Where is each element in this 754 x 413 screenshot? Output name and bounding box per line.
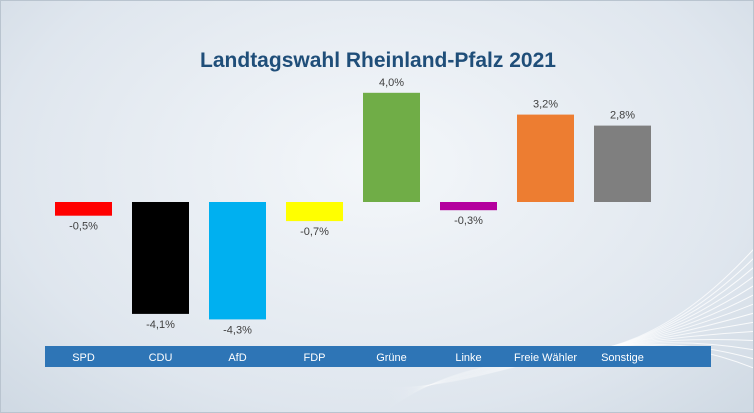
chart-title: Landtagswahl Rheinland-Pfalz 2021 [200, 49, 556, 72]
data-label: -4,3% [223, 324, 252, 336]
category-label: SPD [72, 352, 95, 364]
decorative-waves [380, 248, 753, 412]
data-label: 2,8% [610, 110, 635, 122]
data-label: 4,0% [379, 77, 404, 89]
category-label: Freie Wähler [514, 352, 577, 364]
bar-spd [55, 202, 112, 216]
data-label: -0,7% [300, 226, 329, 238]
category-label: Linke [455, 352, 481, 364]
category-label: AfD [228, 352, 246, 364]
bar-fdp [286, 202, 343, 222]
bar-grüne [363, 92, 420, 202]
category-label: FDP [304, 352, 326, 364]
category-label: Grüne [376, 352, 407, 364]
data-label: -0,3% [454, 215, 483, 227]
category-label: Sonstige [601, 352, 644, 364]
data-label: -4,1% [146, 319, 175, 331]
data-label: -0,5% [69, 221, 98, 233]
bar-linke [440, 202, 497, 211]
category-band [45, 346, 711, 367]
data-label: 3,2% [533, 99, 558, 111]
bar-freie-wähler [517, 114, 574, 202]
category-label: CDU [149, 352, 173, 364]
bar-sonstige [594, 125, 651, 202]
wave-line [383, 248, 753, 412]
bar-cdu [132, 202, 189, 314]
bar-afd [209, 202, 266, 320]
